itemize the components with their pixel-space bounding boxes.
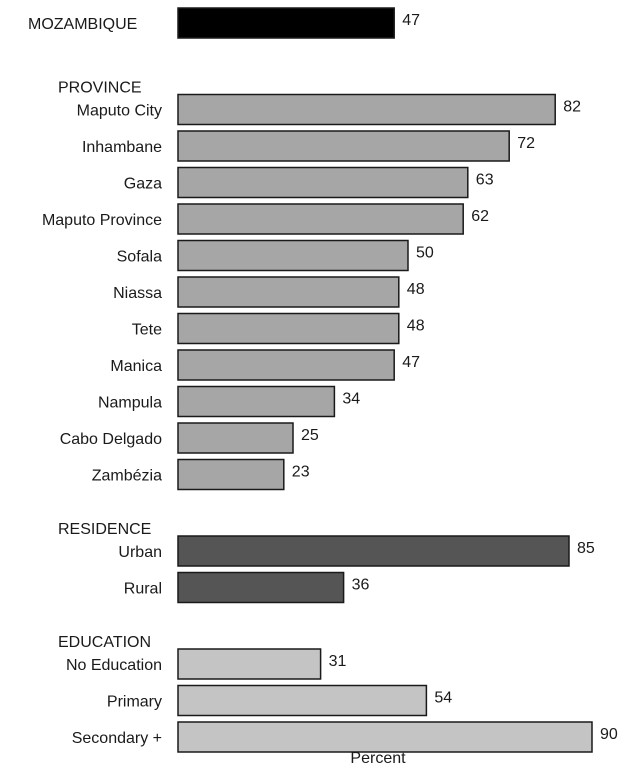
- category-label: Cabo Delgado: [60, 431, 162, 448]
- section-heading: PROVINCE: [58, 80, 142, 97]
- bar: [177, 648, 322, 680]
- category-label: Urban: [118, 544, 162, 561]
- bar: [177, 684, 428, 717]
- category-label: Nampula: [98, 395, 162, 412]
- category-label: Primary: [107, 694, 162, 711]
- category-label: Manica: [110, 358, 162, 375]
- bar: [177, 130, 510, 162]
- category-label: Niassa: [113, 285, 162, 302]
- x-axis-title: Percent: [350, 750, 406, 767]
- category-label: Tete: [132, 322, 162, 339]
- bar: [177, 312, 400, 345]
- value-label: 82: [563, 99, 581, 116]
- bar: [177, 535, 570, 567]
- bar: [177, 349, 395, 381]
- value-label: 54: [434, 690, 452, 707]
- value-label: 47: [402, 12, 420, 29]
- value-label: 50: [416, 245, 434, 262]
- bar: [177, 166, 469, 199]
- value-label: 63: [476, 172, 494, 189]
- category-label: Secondary +: [72, 730, 162, 747]
- value-label: 47: [402, 354, 420, 371]
- value-label: 48: [407, 318, 425, 335]
- value-label: 25: [301, 427, 319, 444]
- category-label: Inhambane: [82, 139, 162, 156]
- category-label: Maputo City: [77, 103, 162, 120]
- value-label: 36: [352, 577, 370, 594]
- category-label: Sofala: [117, 249, 162, 266]
- bar: [177, 239, 409, 272]
- category-label: MOZAMBIQUE: [28, 16, 137, 33]
- category-label: Zambézia: [92, 468, 162, 485]
- category-label: Maputo Province: [42, 212, 162, 229]
- value-label: 85: [577, 540, 595, 557]
- value-label: 62: [471, 208, 489, 225]
- value-label: 31: [329, 653, 347, 670]
- bar: [177, 422, 294, 454]
- bar: [177, 7, 395, 39]
- value-label: 23: [292, 464, 310, 481]
- section-heading: RESIDENCE: [58, 521, 151, 538]
- bar: [177, 458, 285, 491]
- bar: [177, 571, 345, 604]
- bar: [177, 721, 593, 753]
- section-heading: EDUCATION: [58, 634, 151, 651]
- bar: [177, 203, 464, 235]
- value-label: 48: [407, 281, 425, 298]
- category-label: Rural: [124, 581, 162, 598]
- category-label: Gaza: [124, 176, 162, 193]
- value-label: 90: [600, 726, 618, 743]
- category-label: No Education: [66, 657, 162, 674]
- bar: [177, 385, 336, 418]
- value-label: 72: [517, 135, 535, 152]
- value-label: 34: [342, 391, 360, 408]
- bar: [177, 93, 556, 126]
- bar: [177, 276, 400, 308]
